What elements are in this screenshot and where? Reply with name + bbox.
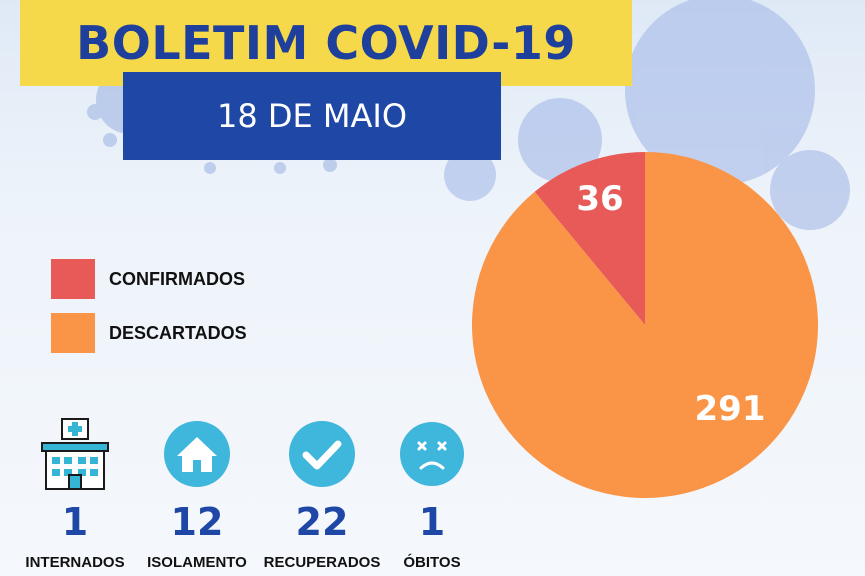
chart-legend: CONFIRMADOS DESCARTADOS [51,259,247,367]
pie-label-confirmados: 36 [576,179,623,219]
stat-label-isolamento: ISOLAMENTO [147,554,247,571]
page-title: BOLETIM COVID-19 [76,16,576,70]
house-icon [122,416,272,492]
report-date: 18 DE MAIO [216,97,408,135]
sad-face-icon [357,416,507,492]
legend-item-confirmados: CONFIRMADOS [51,259,247,299]
pie-chart: 36 291 [471,152,818,498]
legend-label-confirmados: CONFIRMADOS [109,268,245,289]
stat-value-isolamento: 12 [170,500,224,544]
legend-label-descartados: DESCARTADOS [109,322,247,343]
stat-value-internados: 1 [61,500,89,544]
pie-slice-confirmados [534,152,645,325]
legend-swatch-confirmados [51,259,95,299]
stat-value-obitos: 1 [418,500,446,544]
pie-slice-descartados [471,152,818,498]
stat-recuperados: 22 RECUPERADOS [247,416,397,571]
stat-label-recuperados: RECUPERADOS [263,554,381,571]
stat-label-obitos: ÓBITOS [403,554,461,571]
stat-value-recuperados: 22 [295,500,349,544]
title-banner: BOLETIM COVID-19 [20,0,632,86]
legend-swatch-descartados [51,313,95,353]
stat-label-internados: INTERNADOS [25,554,125,571]
stat-internados: 1 INTERNADOS [0,416,150,571]
stat-isolamento: 12 ISOLAMENTO [122,416,272,571]
pie-label-descartados: 291 [695,389,766,429]
hospital-icon [0,416,150,492]
legend-item-descartados: DESCARTADOS [51,313,247,353]
date-banner: 18 DE MAIO [123,72,501,160]
stat-obitos: 1 ÓBITOS [357,416,507,571]
checkmark-icon [247,416,397,492]
